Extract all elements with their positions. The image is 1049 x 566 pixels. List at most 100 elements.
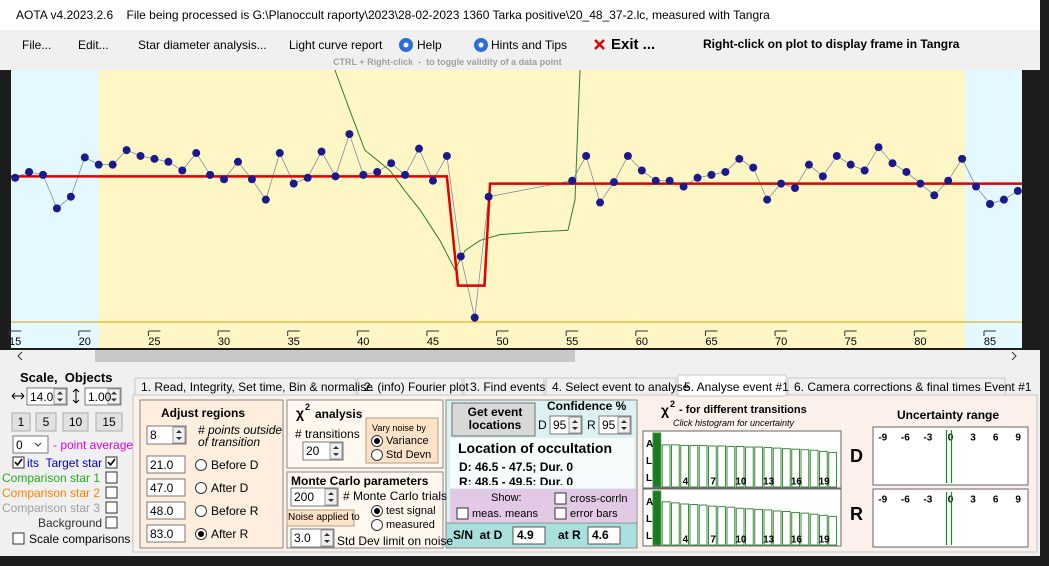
spin-value[interactable]: 1.00 bbox=[88, 389, 112, 404]
histogram-bar[interactable] bbox=[828, 451, 837, 488]
data-point[interactable] bbox=[233, 157, 242, 166]
data-point[interactable] bbox=[359, 170, 368, 179]
spin-value[interactable]: 200 bbox=[294, 490, 315, 504]
data-point[interactable] bbox=[275, 149, 284, 158]
region-value[interactable]: 21.0 bbox=[150, 457, 174, 472]
scale-button-label[interactable]: 1 bbox=[17, 415, 25, 429]
data-point[interactable] bbox=[874, 143, 883, 152]
object-checkbox[interactable] bbox=[105, 471, 118, 484]
data-point[interactable] bbox=[972, 182, 981, 191]
radio[interactable] bbox=[195, 482, 207, 494]
data-point[interactable] bbox=[66, 192, 75, 201]
data-point[interactable] bbox=[707, 170, 716, 179]
histogram-bar[interactable] bbox=[680, 503, 689, 546]
histogram-bar[interactable] bbox=[819, 450, 828, 488]
data-point[interactable] bbox=[150, 154, 159, 163]
data-point[interactable] bbox=[261, 195, 270, 204]
data-point[interactable] bbox=[289, 179, 298, 188]
data-point[interactable] bbox=[791, 183, 800, 192]
tab[interactable] bbox=[357, 377, 463, 396]
tab-label[interactable]: 1. Read, Integrity, Set time, Bin & norm… bbox=[141, 380, 373, 394]
menu-item[interactable]: File... bbox=[22, 38, 52, 52]
tab-label[interactable]: 6. Camera corrections & final times Even… bbox=[794, 380, 1032, 394]
menu-item[interactable]: Hints and Tips bbox=[491, 38, 568, 52]
button-label[interactable]: Get event locations bbox=[467, 405, 523, 432]
spin-buttons[interactable] bbox=[324, 488, 338, 506]
scale-button[interactable] bbox=[62, 412, 89, 432]
data-point[interactable] bbox=[749, 163, 758, 172]
show-checkbox[interactable] bbox=[456, 507, 469, 520]
data-point[interactable] bbox=[958, 154, 967, 163]
histogram-bar[interactable] bbox=[819, 514, 828, 546]
scale-button-label[interactable]: 5 bbox=[42, 415, 50, 429]
data-point[interactable] bbox=[596, 198, 605, 207]
histogram-bar[interactable] bbox=[754, 446, 763, 488]
scroll-left[interactable] bbox=[17, 351, 23, 361]
spin-buttons[interactable] bbox=[107, 388, 121, 405]
histogram-bar[interactable] bbox=[661, 501, 671, 546]
data-point[interactable] bbox=[999, 195, 1008, 204]
histogram-bar[interactable] bbox=[698, 444, 708, 488]
histogram-bar[interactable] bbox=[745, 446, 754, 488]
histogram-bar[interactable] bbox=[782, 448, 791, 488]
histogram-bar[interactable] bbox=[763, 509, 773, 546]
radio[interactable] bbox=[371, 449, 383, 461]
spin-buttons[interactable] bbox=[172, 426, 186, 444]
tab-label[interactable]: 4. Select event to analyse bbox=[552, 380, 690, 394]
data-point[interactable] bbox=[888, 159, 897, 168]
spin-buttons[interactable] bbox=[53, 388, 67, 405]
data-point[interactable] bbox=[415, 144, 424, 153]
menu-item[interactable]: Edit... bbox=[78, 38, 109, 52]
data-point[interactable] bbox=[637, 166, 646, 175]
region-box[interactable] bbox=[146, 524, 186, 543]
histogram-bar[interactable] bbox=[828, 515, 837, 546]
data-point[interactable] bbox=[693, 173, 702, 182]
histogram-bar[interactable] bbox=[726, 446, 736, 488]
spin-value[interactable]: 14.0 bbox=[30, 389, 54, 404]
region-box[interactable] bbox=[146, 455, 186, 474]
data-point[interactable] bbox=[679, 182, 688, 191]
data-point[interactable] bbox=[11, 173, 20, 182]
data-point[interactable] bbox=[164, 157, 173, 166]
tab[interactable] bbox=[134, 377, 357, 396]
average-value[interactable]: 0 bbox=[16, 438, 23, 452]
data-point[interactable] bbox=[763, 195, 772, 204]
radio[interactable] bbox=[195, 505, 207, 517]
tab-label[interactable]: 3. Find events bbox=[470, 380, 546, 394]
data-point[interactable] bbox=[387, 159, 396, 168]
radio[interactable] bbox=[195, 459, 207, 471]
data-point[interactable] bbox=[345, 130, 354, 139]
region-box[interactable] bbox=[146, 501, 186, 520]
scale-button-label[interactable]: 10 bbox=[68, 415, 83, 429]
scroll-right[interactable] bbox=[1011, 351, 1017, 361]
histogram-bar[interactable] bbox=[671, 444, 680, 488]
scale-button[interactable] bbox=[11, 412, 31, 432]
uncertainty-plot[interactable] bbox=[872, 426, 1029, 486]
histogram-bar[interactable] bbox=[708, 445, 717, 488]
data-point[interactable] bbox=[136, 151, 145, 160]
data-point[interactable] bbox=[609, 178, 618, 187]
histogram-bar[interactable] bbox=[726, 506, 736, 546]
data-point[interactable] bbox=[39, 170, 48, 179]
data-point[interactable] bbox=[220, 175, 229, 184]
histogram-bar[interactable] bbox=[717, 445, 726, 488]
spin-value[interactable]: 8 bbox=[150, 428, 157, 442]
histogram-bar[interactable] bbox=[735, 446, 745, 488]
histogram-bar[interactable] bbox=[809, 513, 819, 546]
histogram-bar[interactable] bbox=[708, 505, 717, 546]
spin-buttons[interactable] bbox=[329, 442, 343, 460]
spin-value[interactable]: 20 bbox=[306, 444, 320, 458]
show-checkbox[interactable] bbox=[554, 492, 567, 505]
histogram-bar[interactable] bbox=[735, 507, 745, 546]
spin-buttons[interactable] bbox=[320, 529, 334, 547]
data-point[interactable] bbox=[317, 147, 326, 156]
histogram-bar[interactable] bbox=[689, 444, 699, 488]
data-point[interactable] bbox=[303, 173, 312, 182]
menu-item[interactable]: Help bbox=[417, 38, 442, 52]
histogram-bar[interactable] bbox=[717, 506, 726, 546]
data-point[interactable] bbox=[206, 170, 215, 179]
menu-item[interactable]: Star diameter analysis... bbox=[138, 38, 267, 52]
data-point[interactable] bbox=[25, 167, 34, 176]
histogram-bar[interactable] bbox=[652, 490, 662, 546]
object-checkbox[interactable] bbox=[105, 486, 118, 499]
